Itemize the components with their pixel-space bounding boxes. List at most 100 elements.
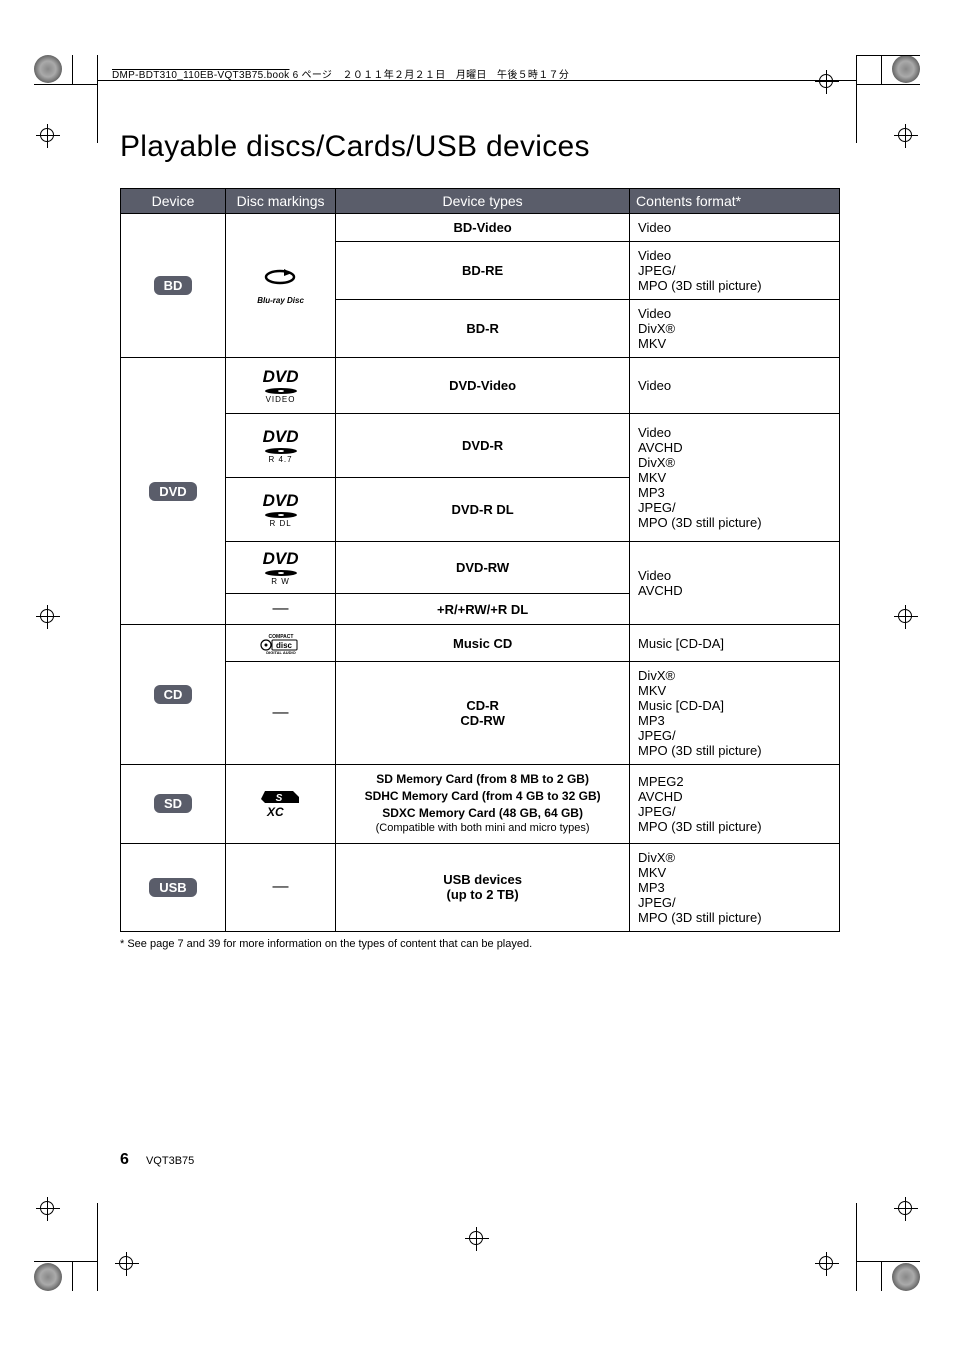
reg-mark-right-mid: [894, 605, 918, 629]
crop-line: [97, 55, 98, 143]
cell-dvdrw-type: DVD-RW: [336, 542, 630, 594]
dvd-disc-icon: [263, 387, 299, 395]
dvd-logo-icon: DVD: [234, 491, 327, 511]
reg-mark-bottom-left: [36, 1197, 60, 1221]
cell-dvdrdl-mark: DVD R DL: [225, 478, 335, 542]
cell-dvdrw-mark: DVD R W: [225, 542, 335, 594]
svg-text:COMPACT: COMPACT: [268, 634, 293, 640]
dvd-logo-icon: DVD: [234, 427, 327, 447]
cell-sd-mark: S XC: [225, 765, 335, 844]
crop-line: [881, 55, 882, 85]
svg-text:XC: XC: [266, 805, 284, 819]
device-table: Device Disc markings Device types Conten…: [120, 188, 840, 932]
header-underline: [98, 80, 856, 81]
sd-line1: SD Memory Card (from 8 MB to 2 GB): [344, 771, 621, 788]
cell-cd-device: CD: [121, 625, 226, 765]
dvd-disc-icon: [263, 511, 299, 519]
cell-sd-content: MPEG2 AVCHD JPEG/ MPO (3D still picture): [630, 765, 840, 844]
crop-line: [856, 55, 857, 143]
usb-line2: (up to 2 TB): [344, 887, 621, 902]
cell-dvd-device: DVD: [121, 358, 226, 625]
cell-usb-type: USB devices (up to 2 TB): [336, 843, 630, 931]
reg-mark-bottom-right2: [815, 1252, 839, 1276]
sd-badge: SD: [154, 794, 192, 813]
crop-line: [856, 1203, 857, 1291]
cell-dvdvideo-content: Video: [630, 358, 840, 414]
cell-bdvideo-content: Video: [630, 214, 840, 242]
cell-musiccd-type: Music CD: [336, 625, 630, 662]
doc-code: VQT3B75: [146, 1155, 194, 1167]
cell-bd-mark: Blu-ray Disc: [225, 214, 335, 358]
sd-logo-icon: S XC: [259, 789, 303, 819]
cell-usb-content: DivX® MKV MP3 JPEG/ MPO (3D still pictur…: [630, 843, 840, 931]
cell-sd-device: SD: [121, 765, 226, 844]
reg-mark-bottom-center: [465, 1227, 489, 1251]
dvd-logo-icon: DVD: [234, 367, 327, 387]
cell-cdr-type: CD-R CD-RW: [336, 662, 630, 765]
reg-mark-right-top: [815, 70, 839, 94]
reg-mark-left-top: [36, 124, 60, 148]
cell-dvdr-type: DVD-R: [336, 414, 630, 478]
cell-dvdvideo-type: DVD-Video: [336, 358, 630, 414]
cell-plusr-type: +R/+RW/+R DL: [336, 594, 630, 625]
dvd-badge: DVD: [149, 482, 196, 501]
cell-dvdr-mark: DVD R 4.7: [225, 414, 335, 478]
th-device: Device: [121, 189, 226, 214]
table-row: DVD R W DVD-RW Video AVCHD: [121, 542, 840, 594]
cell-dvdrw-content: Video AVCHD: [630, 542, 840, 625]
th-markings: Disc markings: [225, 189, 335, 214]
dvd-sub-rw: R W: [234, 577, 327, 586]
bluray-icon: [256, 265, 306, 295]
cell-plusr-mark: —: [225, 594, 335, 625]
cell-musiccd-mark: COMPACT disc DIGITAL AUDIO: [225, 625, 335, 662]
cd-badge: CD: [154, 685, 193, 704]
page-content: Playable discs/Cards/USB devices Device …: [120, 130, 840, 950]
crop-line: [97, 1203, 98, 1291]
crop-circle-bl: [34, 1263, 62, 1291]
cell-musiccd-content: Music [CD-DA]: [630, 625, 840, 662]
crop-line: [856, 1261, 920, 1262]
cell-dvdrdl-type: DVD-R DL: [336, 478, 630, 542]
crop-circle-br: [892, 1263, 920, 1291]
crop-circle-tr: [892, 55, 920, 83]
table-row: BD Blu-ray Disc BD-Video Video: [121, 214, 840, 242]
crop-line: [34, 84, 98, 85]
cell-bdvideo-type: BD-Video: [336, 214, 630, 242]
sd-line3: SDXC Memory Card (48 GB, 64 GB): [344, 805, 621, 822]
cell-bdr-content: Video DivX® MKV: [630, 300, 840, 358]
crop-line: [72, 1261, 73, 1291]
page-title: Playable discs/Cards/USB devices: [120, 130, 840, 164]
table-row: DVD DVD VIDEO DVD-Video Video: [121, 358, 840, 414]
bluray-label: Blu-ray Disc: [257, 296, 304, 305]
th-types: Device types: [336, 189, 630, 214]
footnote: * See page 7 and 39 for more information…: [120, 938, 840, 950]
crop-line: [881, 1261, 882, 1291]
page-footer: 6 VQT3B75: [120, 1151, 194, 1169]
crop-line: [34, 1261, 98, 1262]
table-row: DVD R 4.7 DVD-R Video AVCHD DivX® MKV MP…: [121, 414, 840, 478]
cell-bd-device: BD: [121, 214, 226, 358]
reg-mark-right-top2: [894, 124, 918, 148]
usb-badge: USB: [149, 878, 196, 897]
crop-circle-tl: [34, 55, 62, 83]
svg-text:disc: disc: [276, 641, 293, 650]
reg-mark-bottom-left2: [115, 1252, 139, 1276]
dvd-sub-rdl: R DL: [234, 519, 327, 528]
table-row: — CD-R CD-RW DivX® MKV Music [CD-DA] MP3…: [121, 662, 840, 765]
cell-cdr-content: DivX® MKV Music [CD-DA] MP3 JPEG/ MPO (3…: [630, 662, 840, 765]
cell-bdre-content: Video JPEG/ MPO (3D still picture): [630, 242, 840, 300]
cdr-label: CD-R: [344, 698, 621, 713]
dvd-disc-icon: [263, 569, 299, 577]
page-number: 6: [120, 1151, 129, 1168]
svg-text:DIGITAL AUDIO: DIGITAL AUDIO: [266, 650, 295, 655]
sd-sub: (Compatible with both mini and micro typ…: [344, 821, 621, 836]
table-row: CD COMPACT disc DIGITAL AUDIO Music CD M…: [121, 625, 840, 662]
dvd-logo-icon: DVD: [234, 549, 327, 569]
crop-line: [856, 84, 920, 85]
table-row: SD S XC SD Memory Card (from 8 MB to 2 G…: [121, 765, 840, 844]
cell-usb-device: USB: [121, 843, 226, 931]
cell-dvdvideo-mark: DVD VIDEO: [225, 358, 335, 414]
cdrw-label: CD-RW: [344, 713, 621, 728]
reg-mark-left-mid: [36, 605, 60, 629]
sd-line2: SDHC Memory Card (from 4 GB to 32 GB): [344, 788, 621, 805]
